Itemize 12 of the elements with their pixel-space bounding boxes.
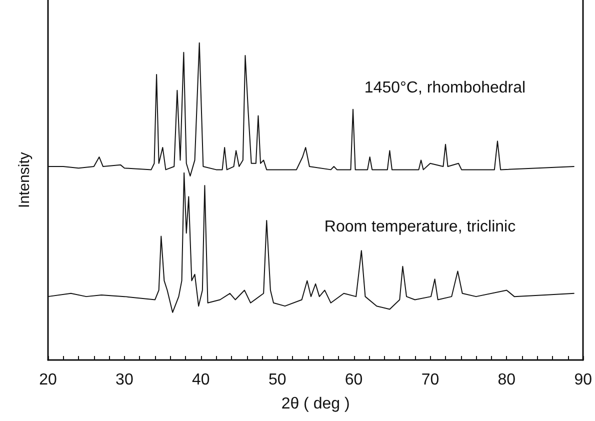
x-tick-label: 50 — [268, 372, 286, 388]
y-axis-title: Intensity — [16, 152, 33, 208]
x-tick-label: 40 — [192, 372, 210, 388]
annotation: 1450°C, rhombohedral — [364, 80, 526, 96]
x-tick-label: 20 — [39, 372, 57, 388]
x-axis-title: 2θ ( deg ) — [281, 396, 350, 412]
x-tick-label: 30 — [116, 372, 134, 388]
x-tick-label: 70 — [421, 372, 440, 388]
x-tick-label: 60 — [344, 372, 363, 388]
x-tick-label: 90 — [574, 372, 592, 388]
x-tick-label: 80 — [498, 372, 516, 388]
annotation: Room temperature, triclinic — [324, 218, 516, 236]
